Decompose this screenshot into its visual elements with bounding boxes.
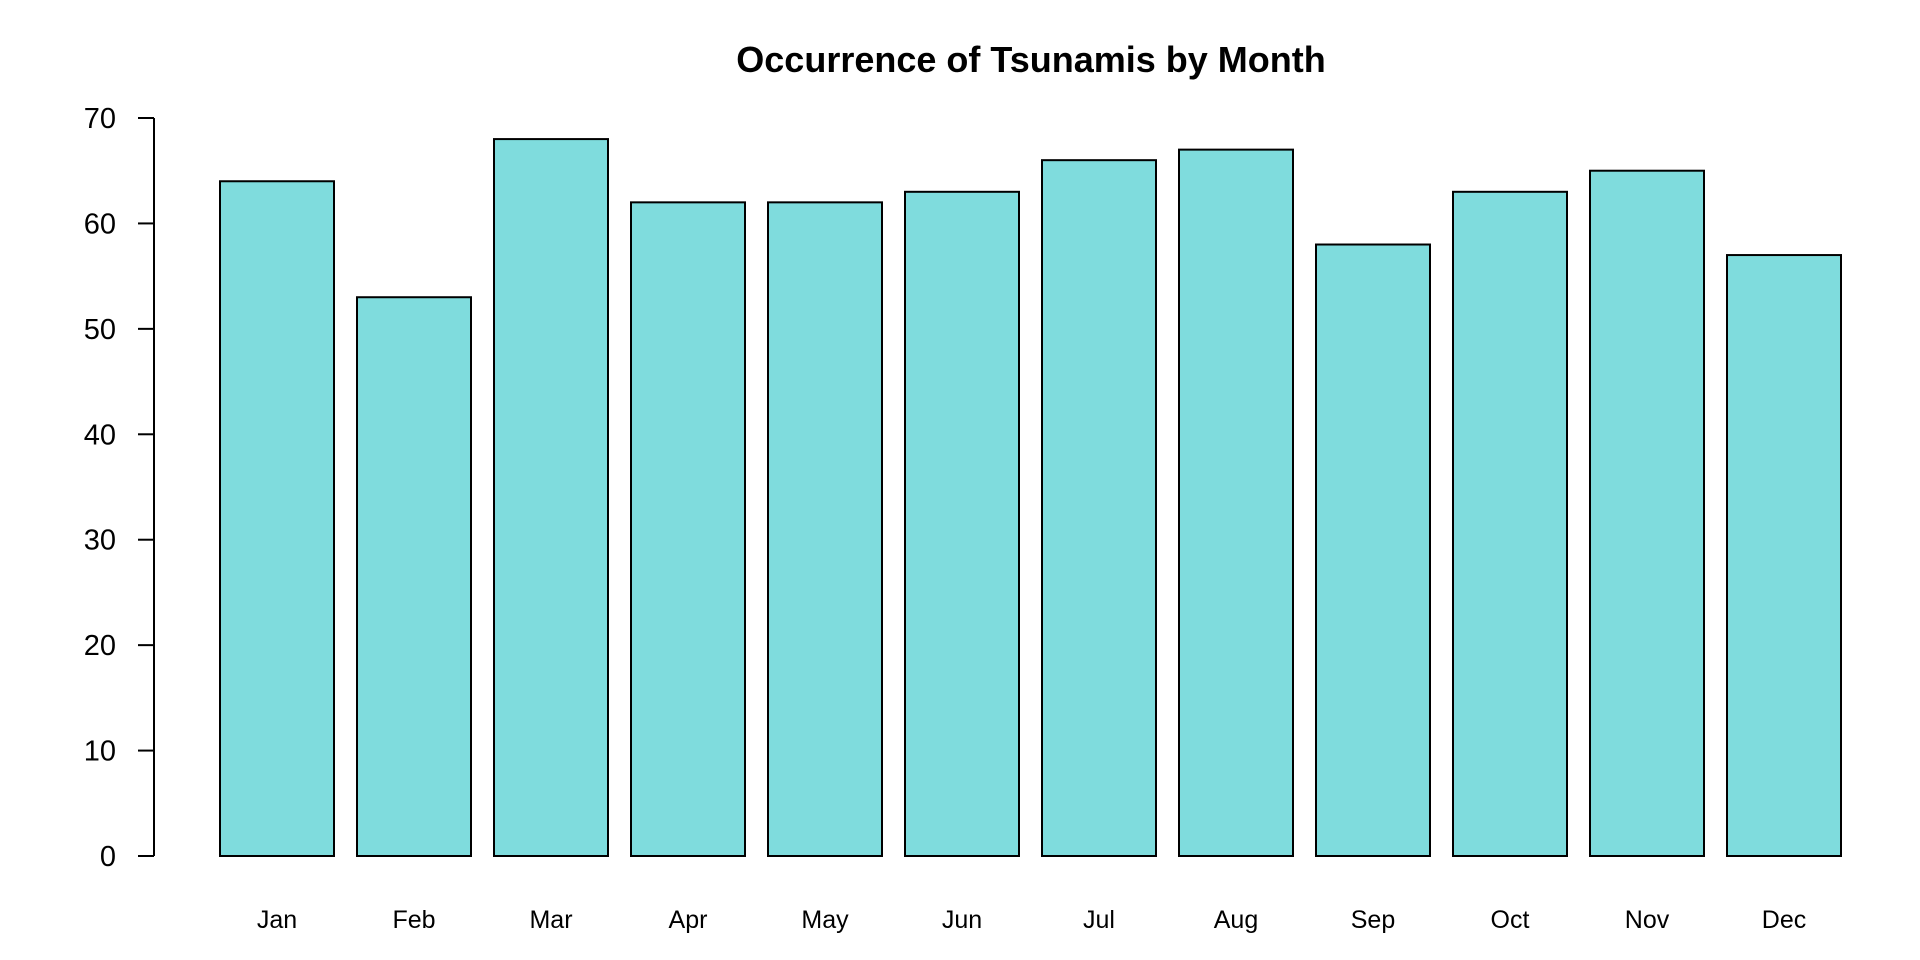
bar-dec: [1726, 254, 1842, 858]
bar-mar: [493, 138, 609, 858]
y-axis: 0 10 20 30 40 50 60 70: [84, 103, 155, 873]
bar-jun: [904, 190, 1020, 858]
x-tick-label: Oct: [1491, 906, 1530, 934]
x-tick-label: May: [801, 906, 849, 934]
x-axis-labels: Jan Feb Mar Apr May Jun Jul Aug Sep Oct Nov Dec: [257, 906, 1806, 934]
y-tick-label: 20: [84, 630, 116, 662]
bar-oct: [1452, 190, 1568, 858]
bar-apr: [630, 201, 746, 858]
bar-jan: [219, 180, 335, 857]
x-tick-label: Apr: [669, 906, 708, 934]
y-tick-label: 30: [84, 525, 116, 557]
bar-sep: [1315, 243, 1431, 857]
bar-may: [767, 201, 883, 858]
bar-nov: [1589, 169, 1705, 857]
x-tick-label: Sep: [1351, 906, 1395, 934]
bar-aug: [1178, 148, 1294, 857]
y-tick-label: 60: [84, 208, 116, 240]
x-tick-label: Jul: [1083, 906, 1115, 934]
bar-jul: [1041, 159, 1157, 857]
y-tick-label: 50: [84, 314, 116, 346]
x-tick-label: Aug: [1214, 906, 1258, 934]
y-tick-label: 70: [84, 103, 116, 135]
y-tick-label: 40: [84, 419, 116, 451]
y-tick-label: 10: [84, 736, 116, 768]
y-tick-label: 0: [100, 841, 116, 873]
x-tick-label: Nov: [1625, 906, 1670, 934]
x-tick-label: Jan: [257, 906, 297, 934]
chart-title: Occurrence of Tsunamis by Month: [736, 39, 1325, 80]
x-tick-label: Mar: [529, 906, 572, 934]
bars: [219, 138, 1842, 858]
x-tick-label: Feb: [392, 906, 435, 934]
x-tick-label: Jun: [942, 906, 982, 934]
x-tick-label: Dec: [1762, 906, 1806, 934]
bar-feb: [356, 296, 472, 857]
